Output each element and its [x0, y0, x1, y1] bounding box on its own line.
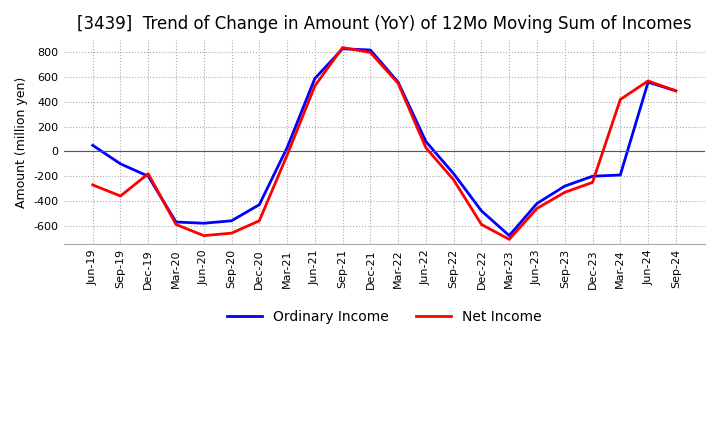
Net Income [366, 50, 374, 55]
Ordinary Income [199, 220, 208, 226]
Ordinary Income [171, 220, 180, 225]
Title: [3439]  Trend of Change in Amount (YoY) of 12Mo Moving Sum of Incomes: [3439] Trend of Change in Amount (YoY) o… [77, 15, 692, 33]
Net Income [89, 182, 97, 187]
Ordinary Income [560, 183, 569, 189]
Net Income [588, 180, 597, 185]
Net Income [505, 237, 513, 242]
Net Income [338, 45, 347, 50]
Ordinary Income [449, 171, 458, 176]
Ordinary Income [616, 172, 625, 178]
Net Income [644, 78, 652, 84]
Net Income [560, 190, 569, 195]
Net Income [116, 194, 125, 199]
Net Income [171, 222, 180, 227]
Line: Ordinary Income: Ordinary Income [93, 49, 676, 236]
Ordinary Income [533, 201, 541, 206]
Ordinary Income [144, 174, 153, 179]
Net Income [310, 83, 319, 88]
Ordinary Income [283, 145, 292, 150]
Net Income [449, 177, 458, 183]
Ordinary Income [338, 46, 347, 51]
Net Income [144, 171, 153, 176]
Ordinary Income [255, 202, 264, 207]
Y-axis label: Amount (million yen): Amount (million yen) [15, 77, 28, 208]
Ordinary Income [89, 143, 97, 148]
Ordinary Income [477, 208, 486, 213]
Net Income [199, 233, 208, 238]
Ordinary Income [672, 88, 680, 93]
Ordinary Income [116, 161, 125, 166]
Net Income [616, 97, 625, 102]
Ordinary Income [310, 76, 319, 81]
Line: Net Income: Net Income [93, 48, 676, 239]
Legend: Ordinary Income, Net Income: Ordinary Income, Net Income [221, 304, 547, 329]
Net Income [283, 153, 292, 158]
Net Income [228, 231, 236, 236]
Ordinary Income [505, 233, 513, 238]
Ordinary Income [228, 218, 236, 224]
Net Income [255, 218, 264, 224]
Ordinary Income [394, 80, 402, 85]
Ordinary Income [644, 80, 652, 85]
Net Income [394, 81, 402, 86]
Ordinary Income [422, 139, 431, 144]
Net Income [422, 145, 431, 150]
Net Income [672, 88, 680, 93]
Ordinary Income [588, 174, 597, 179]
Net Income [533, 206, 541, 211]
Ordinary Income [366, 48, 374, 53]
Net Income [477, 222, 486, 227]
